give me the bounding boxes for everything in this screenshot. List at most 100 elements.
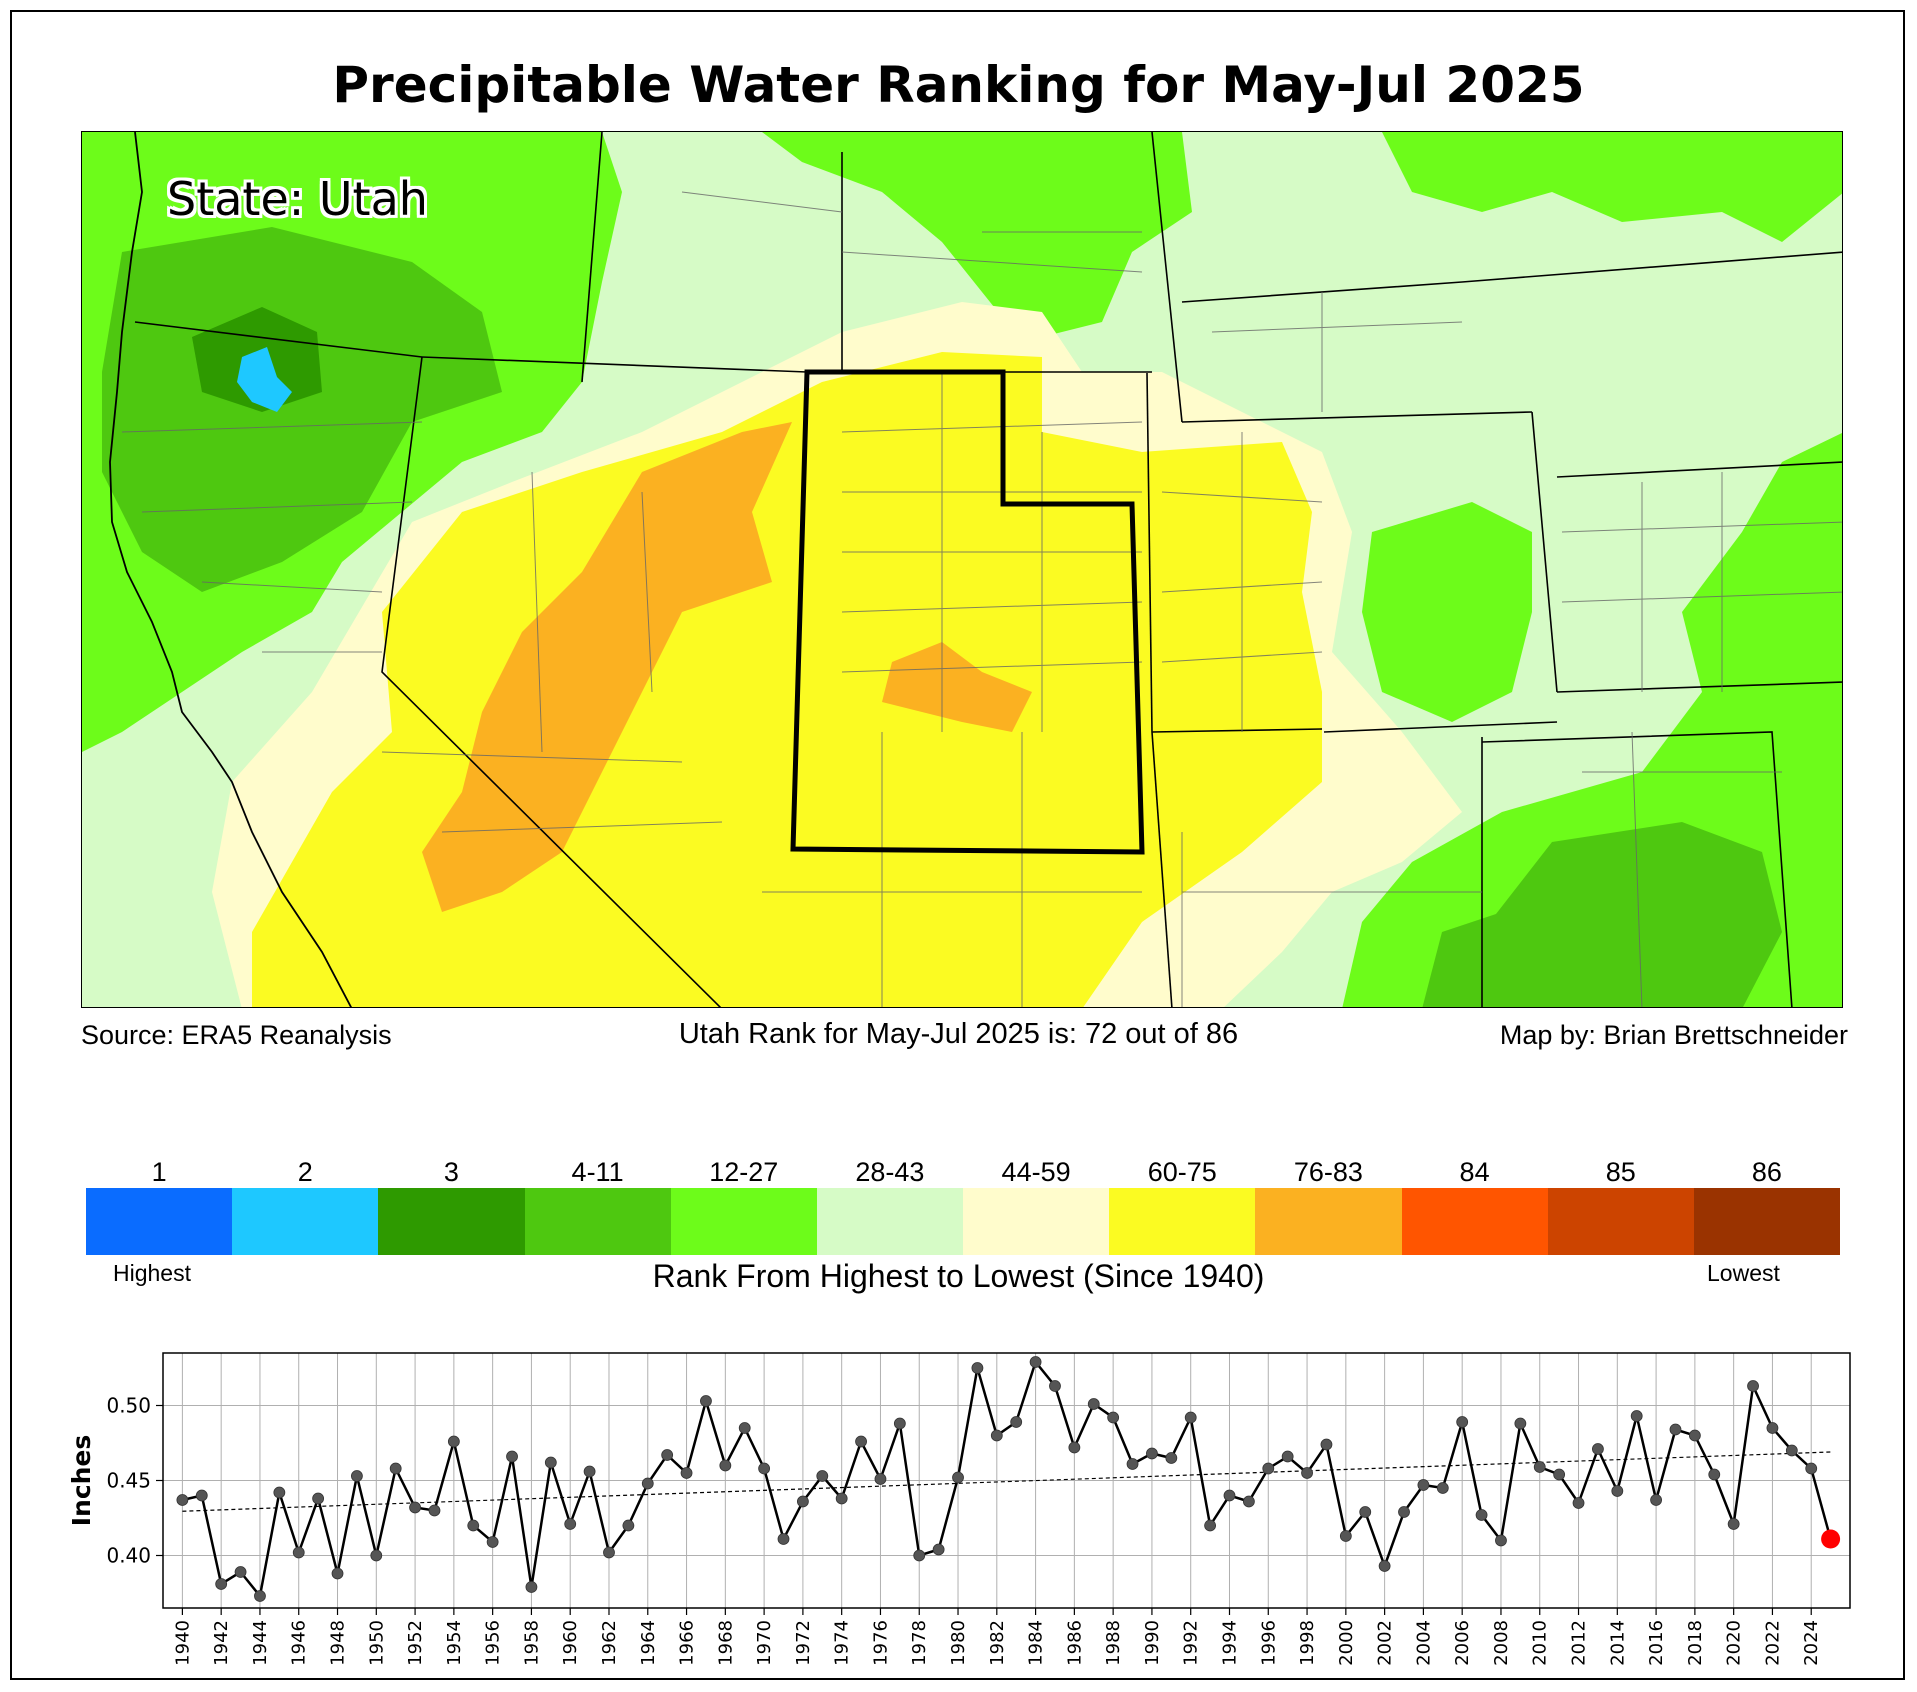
x-tick-label: 1986 <box>1064 1620 1085 1666</box>
data-point-2020 <box>1727 1518 1740 1530</box>
data-point-2009 <box>1514 1417 1527 1430</box>
legend-swatch-85 <box>1547 1188 1695 1255</box>
data-point-2019 <box>1708 1468 1721 1481</box>
data-point-1986 <box>1068 1441 1081 1454</box>
data-point-2006 <box>1456 1416 1469 1428</box>
x-tick-label: 1950 <box>366 1620 387 1666</box>
data-point-2011 <box>1553 1468 1566 1481</box>
data-point-1972 <box>796 1495 809 1508</box>
data-point-1953 <box>428 1504 441 1517</box>
legend-swatch-3 <box>378 1188 525 1255</box>
timeseries-chart: 0.40 0.45 0.50 1940 1942 1944 1946 1948 1950 1952… <box>60 1340 1860 1680</box>
x-tick-label: 1942 <box>211 1620 232 1666</box>
data-point-1987 <box>1087 1398 1100 1410</box>
data-point-1989 <box>1126 1458 1139 1470</box>
data-point-1961 <box>583 1465 596 1478</box>
map-band-4-11-oregon <box>102 227 502 592</box>
state-label: State: Utah <box>167 172 428 226</box>
x-tick-label: 1960 <box>560 1620 581 1666</box>
legend-caption: Rank From Highest to Lowest (Since 1940) <box>652 1258 1265 1294</box>
x-tick-label: 2000 <box>1336 1620 1357 1666</box>
data-point-1975 <box>855 1435 867 1448</box>
data-point-1948 <box>331 1567 344 1580</box>
x-tick-label: 2014 <box>1607 1620 1628 1666</box>
data-point-2016 <box>1650 1494 1662 1506</box>
x-tick-label: 1968 <box>715 1620 736 1666</box>
x-tick-label: 2018 <box>1685 1620 1706 1666</box>
utah-outline <box>790 369 1145 855</box>
data-point-2010 <box>1533 1461 1546 1473</box>
map-band-4-11-texas <box>1482 822 1782 1007</box>
data-point-1945 <box>273 1486 286 1499</box>
data-point-1942 <box>215 1578 228 1590</box>
data-point-1967 <box>700 1395 712 1407</box>
data-point-1946 <box>292 1546 305 1559</box>
data-point-2003 <box>1398 1506 1410 1518</box>
legend-label-1: 1 <box>151 1157 167 1187</box>
map-canvas <box>82 132 1842 1007</box>
legend-label-44-59: 44-59 <box>1001 1157 1071 1187</box>
data-point-1958 <box>525 1581 538 1593</box>
data-point-2017 <box>1669 1423 1682 1436</box>
x-tick-label: 1996 <box>1258 1620 1279 1666</box>
data-point-1968 <box>719 1459 732 1472</box>
y-tick-label: 0.50 <box>106 1394 151 1418</box>
highlight-point-2025 <box>1821 1529 1841 1549</box>
data-point-1976 <box>874 1473 887 1485</box>
x-tick-label: 1948 <box>328 1620 349 1666</box>
map-band-2 <box>237 347 292 412</box>
chart-title: Precipitable Water Ranking for May-Jul 2… <box>332 56 1585 114</box>
data-point-1990 <box>1146 1447 1158 1460</box>
x-tick-label: 1956 <box>483 1620 504 1666</box>
data-point-1971 <box>777 1533 790 1545</box>
data-point-1943 <box>234 1566 247 1578</box>
x-tick-label: 2004 <box>1413 1620 1434 1666</box>
data-point-1957 <box>506 1450 518 1463</box>
x-tick-label: 1964 <box>638 1620 659 1666</box>
data-point-1950 <box>370 1549 383 1562</box>
data-point-2002 <box>1378 1560 1391 1572</box>
map-band-12-27-north <box>762 132 1192 342</box>
legend-swatch-1 <box>86 1188 233 1255</box>
x-tick-label: 1998 <box>1297 1620 1318 1666</box>
x-tick-label: 2022 <box>1762 1620 1783 1666</box>
legend-swatch-60-75 <box>1109 1188 1256 1255</box>
rank-statement: Utah Rank for May-Jul 2025 is: 72 out of… <box>678 1018 1239 1050</box>
x-tick-label: 2024 <box>1801 1620 1822 1666</box>
data-point-2024 <box>1805 1462 1818 1475</box>
data-point-2000 <box>1339 1530 1352 1542</box>
map-band-12-27-northeast <box>1382 132 1842 242</box>
x-tick-label: 2012 <box>1569 1620 1590 1666</box>
legend-swatch-76-83 <box>1255 1188 1402 1255</box>
data-point-1982 <box>990 1429 1003 1442</box>
data-point-1964 <box>641 1477 654 1490</box>
legend-label-60-75: 60-75 <box>1147 1157 1217 1187</box>
data-point-1947 <box>312 1492 325 1505</box>
legend-label-84: 84 <box>1459 1157 1490 1187</box>
data-point-1977 <box>893 1417 906 1430</box>
data-point-1999 <box>1320 1438 1333 1451</box>
data-point-1959 <box>544 1456 557 1469</box>
coastline <box>109 132 352 1007</box>
x-tick-label: 1994 <box>1219 1620 1240 1666</box>
data-point-1980 <box>952 1471 964 1484</box>
data-point-2004 <box>1417 1479 1430 1491</box>
y-axis-label: Inches <box>67 1435 96 1527</box>
data-point-1991 <box>1165 1452 1178 1464</box>
data-point-1974 <box>835 1492 848 1505</box>
data-point-2022 <box>1766 1422 1779 1434</box>
x-tick-label: 1978 <box>909 1620 930 1666</box>
x-tick-label: 2006 <box>1452 1620 1473 1666</box>
data-point-1981 <box>971 1362 984 1374</box>
x-tick-label: 1946 <box>289 1620 310 1666</box>
data-point-2007 <box>1475 1509 1488 1521</box>
x-tick-label: 1940 <box>172 1620 193 1666</box>
x-tick-label: 1944 <box>250 1620 271 1666</box>
legend-swatch-84 <box>1401 1188 1549 1255</box>
data-point-1992 <box>1184 1411 1197 1424</box>
legend-lowest-label: Lowest <box>1707 1260 1780 1286</box>
legend-swatch-44-59 <box>963 1188 1110 1255</box>
data-point-1978 <box>913 1549 926 1562</box>
data-point-2014 <box>1611 1485 1624 1497</box>
legend-label-76-83: 76-83 <box>1293 1157 1363 1187</box>
